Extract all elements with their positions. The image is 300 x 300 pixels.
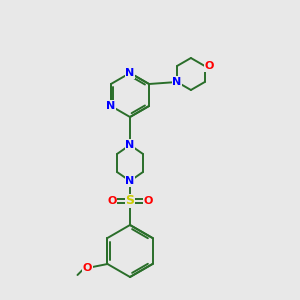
Text: O: O [107,196,117,206]
Text: N: N [125,68,135,78]
Text: N: N [125,176,135,186]
Text: N: N [106,101,116,111]
Text: S: S [125,194,134,208]
Text: N: N [125,140,135,150]
Text: O: O [204,61,214,71]
Text: O: O [143,196,153,206]
Text: N: N [172,77,182,87]
Text: O: O [83,263,92,273]
